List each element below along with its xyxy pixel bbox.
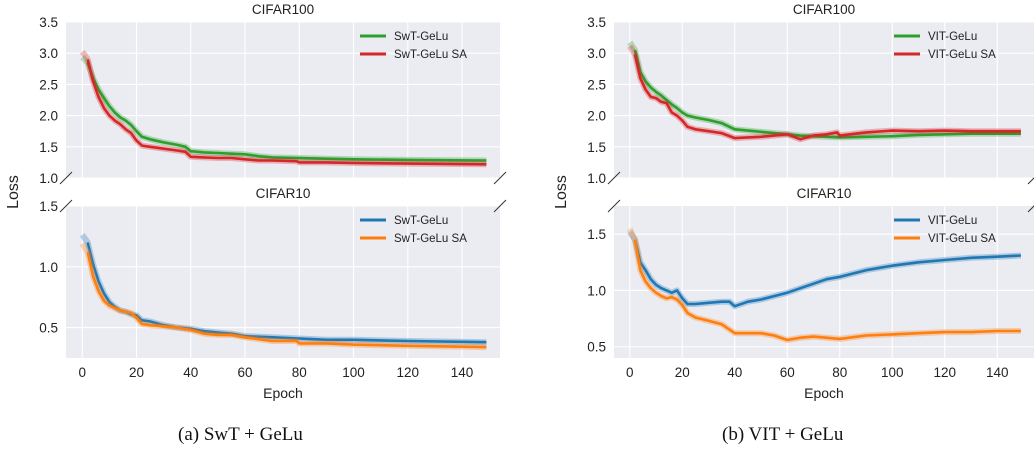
y-tick-label: 2.0: [587, 109, 606, 124]
axis-break-mark: [59, 171, 73, 185]
axis-break-mark: [607, 199, 621, 213]
axis-break-mark: [493, 171, 507, 185]
series-line: [633, 239, 1021, 308]
y-tick-label: 1.0: [39, 171, 58, 186]
legend-label: VIT-GeLu SA: [928, 233, 996, 245]
axis-break-mark: [1027, 177, 1034, 185]
series-line: [633, 239, 1021, 342]
x-tick-label: 0: [79, 365, 87, 380]
x-tick-label: 120: [933, 365, 956, 380]
x-tick-label: 60: [238, 365, 253, 380]
x-tick-label: 120: [397, 365, 420, 380]
y-tick-label: 3.5: [587, 15, 606, 30]
axis-break-mark: [607, 171, 621, 185]
series-line: [86, 62, 487, 162]
x-tick-label: 80: [832, 365, 847, 380]
legend-label: VIT-GeLu: [928, 215, 977, 227]
panel-title: CIFAR10: [797, 186, 852, 201]
plot-area: [614, 22, 1034, 178]
legend-label: SwT-GeLu: [394, 31, 448, 43]
x-tick-label: 20: [129, 365, 144, 380]
y-tick-label: 0.5: [587, 340, 606, 355]
legend-label: SwT-GeLu SA: [394, 49, 467, 61]
legend-label: SwT-GeLu SA: [394, 233, 467, 245]
y-tick-label: 2.5: [587, 77, 606, 92]
panel-title: CIFAR100: [252, 2, 314, 17]
x-axis-label: Epoch: [263, 385, 303, 401]
series-line: [86, 251, 487, 349]
y-tick-label: 1.5: [39, 199, 58, 214]
caption-right: (b) VIT + GeLu: [722, 424, 844, 445]
y-tick-label: 1.5: [587, 227, 606, 242]
y-tick-label: 2.5: [39, 77, 58, 92]
x-tick-label: 20: [675, 365, 690, 380]
y-tick-label: 0.5: [39, 321, 58, 336]
x-axis-label: Epoch: [804, 385, 844, 401]
series-line: [633, 49, 1021, 139]
y-tick-label: 3.5: [39, 15, 58, 30]
legend-label: SwT-GeLu: [394, 215, 448, 227]
x-tick-label: 140: [451, 365, 474, 380]
x-tick-label: 40: [727, 365, 742, 380]
caption-left: (a) SwT + GeLu: [178, 424, 303, 445]
axis-break-mark: [493, 199, 507, 213]
x-tick-label: 100: [881, 365, 904, 380]
legend-label: VIT-GeLu: [928, 31, 977, 43]
y-tick-label: 1.0: [39, 260, 58, 275]
series-line: [86, 59, 487, 166]
y-tick-label: 3.0: [587, 46, 606, 61]
y-axis-label: Loss: [553, 175, 570, 209]
y-axis-label: Loss: [5, 175, 22, 209]
y-tick-label: 2.0: [39, 109, 58, 124]
y-tick-label: 1.5: [587, 140, 606, 155]
y-tick-label: 1.0: [587, 283, 606, 298]
x-tick-label: 0: [626, 365, 634, 380]
x-tick-label: 60: [780, 365, 795, 380]
plot-area: [66, 22, 500, 178]
y-tick-label: 3.0: [39, 46, 58, 61]
panel-title: CIFAR10: [256, 186, 311, 201]
legend-label: VIT-GeLu SA: [928, 49, 996, 61]
series-line: [633, 54, 1021, 141]
x-tick-label: 40: [183, 365, 198, 380]
x-tick-label: 100: [342, 365, 365, 380]
axis-break-mark: [1027, 205, 1034, 213]
x-tick-label: 140: [986, 365, 1009, 380]
panel-title: CIFAR100: [793, 2, 855, 17]
plot-area: [66, 206, 500, 358]
x-tick-label: 80: [292, 365, 307, 380]
axis-break-mark: [59, 199, 73, 213]
y-tick-label: 1.5: [39, 140, 58, 155]
y-tick-label: 1.0: [587, 171, 606, 186]
